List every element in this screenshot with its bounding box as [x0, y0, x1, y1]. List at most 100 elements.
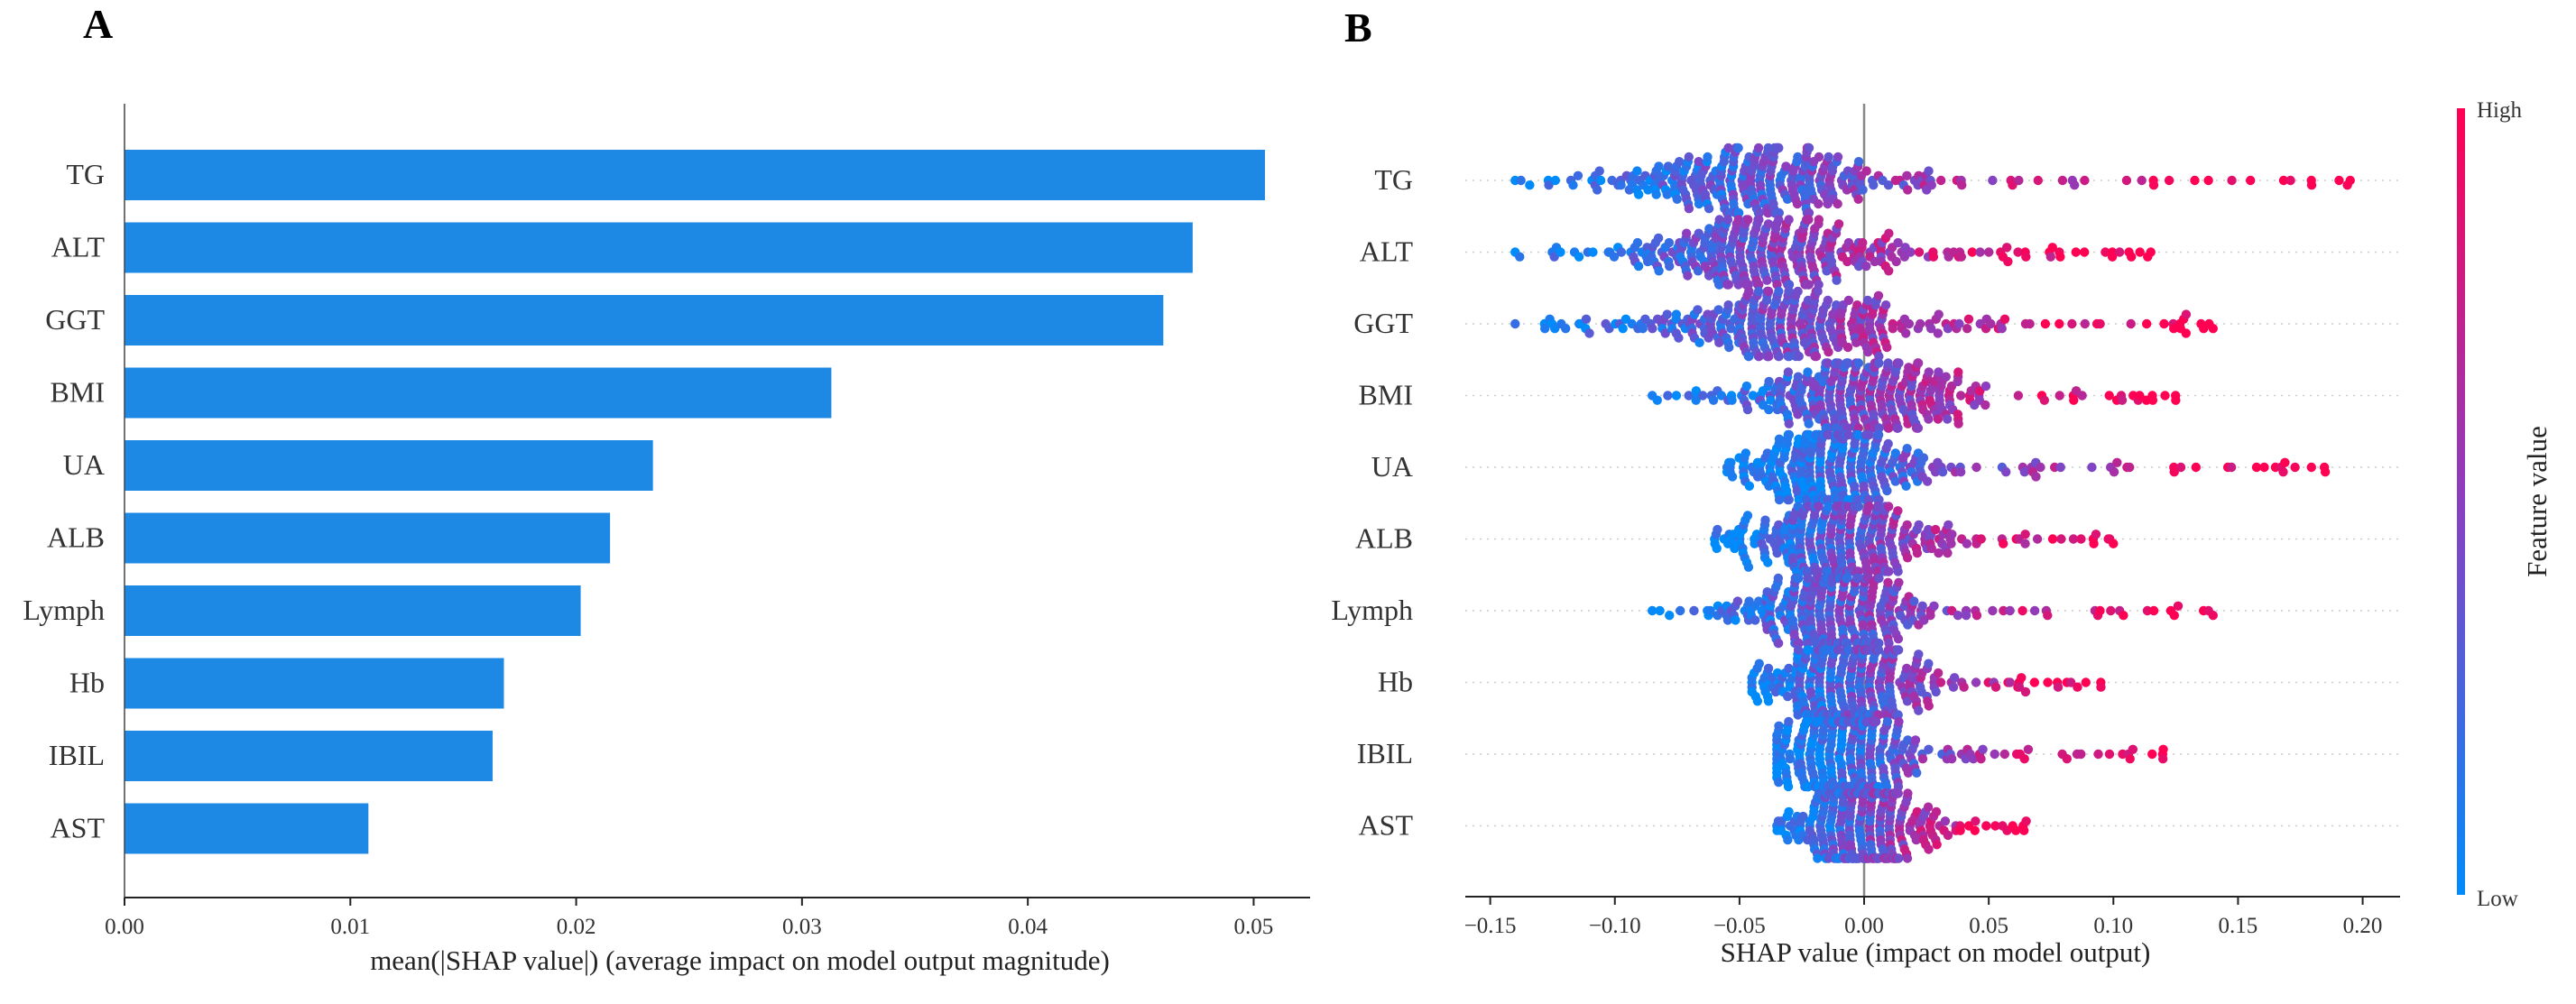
shap-point [2181, 328, 2191, 338]
shap-point [1743, 562, 1754, 572]
shap-point [1705, 605, 1715, 616]
shap-point [1884, 423, 1894, 433]
shap-point [2117, 395, 2128, 405]
shap-point [2020, 539, 2030, 548]
shap-point [1784, 716, 1794, 727]
shap-point [1928, 252, 1939, 262]
shap-point [1890, 476, 1900, 486]
x-tick-label: 0.04 [1008, 915, 1048, 939]
shap-point [1961, 611, 1971, 621]
shap-point [1663, 391, 1673, 401]
shap-point [1912, 768, 1922, 778]
shap-point [2019, 754, 2029, 764]
shap-point [2025, 318, 2035, 329]
shap-point [1653, 233, 1664, 244]
colorbar: High Low Feature value [2457, 98, 2553, 911]
category-label: IBIL [49, 739, 105, 771]
shap-point [1814, 198, 1824, 209]
shap-point [1674, 333, 1684, 343]
shap-point [1901, 481, 1911, 491]
shap-point [2106, 605, 2116, 616]
bar-ua [125, 440, 653, 491]
shap-point [1911, 834, 1921, 845]
shap-point [2071, 247, 2081, 257]
shap-point [2031, 472, 2041, 482]
shap-point [1723, 143, 1733, 153]
x-tick-label: 0.02 [557, 915, 596, 939]
shap-point [1941, 372, 1951, 382]
shap-point [1933, 414, 1944, 424]
shap-point [1858, 237, 1868, 248]
shap-point [1943, 414, 1953, 424]
shap-point [1665, 261, 1675, 272]
shap-point [2280, 457, 2290, 467]
colorbar-low-label: Low [2477, 887, 2518, 911]
shap-point [1903, 185, 1913, 195]
shap-point [1832, 275, 1842, 285]
shap-point [2080, 318, 2090, 329]
shap-point [2029, 605, 2040, 616]
shap-point [1904, 318, 1915, 329]
shap-point [1999, 605, 2008, 616]
bar-ibil [125, 731, 493, 781]
shap-point [2017, 605, 2027, 616]
shap-point [2203, 175, 2213, 186]
shap-point [1754, 280, 1764, 290]
feature-label: Hb [1378, 666, 1413, 698]
feature-label: IBIL [1357, 737, 1413, 769]
shap-point [2056, 534, 2066, 544]
shap-point [1915, 318, 1925, 329]
shap-point [1813, 286, 1823, 297]
shap-point [1663, 161, 1674, 171]
shap-point [1794, 638, 1804, 649]
shap-point [1883, 438, 1893, 449]
shap-point [1742, 511, 1753, 520]
shap-point [1917, 754, 1928, 764]
shap-point [2175, 462, 2186, 473]
shap-point [1753, 143, 1764, 153]
shap-point [2164, 175, 2174, 186]
shap-point [1893, 566, 1903, 576]
shap-point [1902, 853, 1913, 863]
x-tick-label: −0.05 [1713, 914, 1766, 938]
shap-point [1943, 830, 1953, 841]
shap-point [2073, 682, 2082, 692]
shap-point [2109, 539, 2119, 548]
x-tick-label: 0.01 [330, 915, 370, 939]
shap-point [1843, 358, 1853, 368]
shap-point [1823, 295, 1833, 306]
category-label: ALB [47, 521, 105, 554]
shap-point [1540, 324, 1550, 334]
shap-point [2320, 467, 2331, 477]
colorbar-high-label: High [2477, 98, 2523, 123]
shap-point [1953, 367, 1963, 377]
shap-point [1883, 502, 1894, 511]
shap-point [2251, 462, 2262, 473]
shap-point [1924, 701, 1934, 711]
shap-point [1803, 573, 1813, 584]
shap-point [2013, 391, 2024, 401]
shap-point [1912, 548, 1923, 558]
shap-point [1784, 280, 1795, 290]
shap-point [1703, 152, 1713, 162]
shap-point [1956, 252, 1967, 262]
shap-point [2055, 462, 2065, 473]
shap-point [2001, 467, 2011, 477]
shap-point [2021, 816, 2031, 826]
shap-point [1742, 404, 1753, 415]
shap-point [1774, 143, 1784, 153]
shap-point [1883, 358, 1893, 368]
shap-point [1733, 207, 1744, 218]
x-axis-title: SHAP value (impact on model output) [1721, 936, 2151, 968]
shap-point [2126, 318, 2136, 329]
shap-point [1861, 166, 1871, 176]
shap-point [2285, 175, 2295, 186]
shap-point [1648, 324, 1657, 334]
shap-point [1618, 324, 1628, 334]
shap-point [1864, 429, 1874, 440]
shap-point [1874, 573, 1884, 584]
shap-point [2040, 318, 2051, 329]
shap-point [1962, 324, 1972, 334]
x-tick-label: 0.05 [1234, 915, 1274, 939]
shap-point [1864, 502, 1874, 511]
